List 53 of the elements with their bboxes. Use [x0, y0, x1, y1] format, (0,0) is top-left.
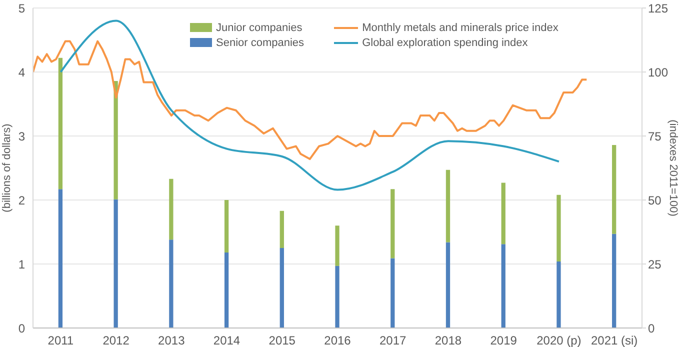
bar [169, 240, 174, 328]
y-tick-label: 4 [18, 65, 26, 80]
legend-label: Junior companies [216, 22, 302, 34]
bar [390, 258, 395, 328]
y-tick-label: 0 [18, 321, 26, 336]
x-tick-label: 2013 [158, 334, 186, 347]
y2-tick-label: 50 [648, 193, 662, 208]
y2-axis-title: (indexes 2011=100) [667, 120, 680, 216]
bar [556, 194, 561, 262]
line-series [33, 40, 588, 160]
x-tick-label: 2014 [213, 334, 240, 347]
y-axis-title: (billions of dollars) [0, 124, 13, 212]
legend-label: Global exploration spending index [362, 36, 528, 48]
bar [335, 266, 340, 328]
legend-label: Monthly metals and minerals price index [362, 22, 558, 34]
line-series [60, 20, 560, 191]
bar [501, 182, 506, 244]
bar [612, 144, 616, 234]
bar [501, 244, 506, 328]
y2-tick-label: 125 [648, 1, 668, 16]
x-tick-label: 2019 [490, 334, 518, 347]
bar [612, 234, 616, 328]
bar [114, 199, 118, 328]
bar [446, 170, 450, 242]
bar [58, 58, 63, 190]
bar [224, 200, 229, 252]
bar [58, 189, 63, 328]
y-tick-label: 1 [18, 257, 26, 272]
x-tick-label: 2012 [102, 334, 130, 347]
bar [114, 80, 118, 200]
bar [280, 210, 284, 248]
bar [390, 189, 395, 258]
x-tick-label: 2016 [324, 334, 352, 347]
legend-label: Senior companies [216, 36, 304, 48]
x-tick-label: 2020 (p) [536, 334, 582, 347]
y2-tick-label: 25 [648, 257, 662, 272]
bar [224, 252, 229, 328]
y-tick-label: 5 [18, 1, 26, 16]
x-tick-label: 2021 (si) [590, 334, 638, 347]
y-tick-label: 3 [18, 129, 26, 144]
bar [169, 178, 174, 240]
x-tick-label: 2015 [268, 334, 296, 347]
x-tick-label: 2017 [380, 334, 407, 347]
y2-tick-label: 0 [648, 321, 655, 336]
x-tick-label: 2011 [48, 334, 74, 347]
bar [280, 248, 284, 328]
y-tick-label: 2 [18, 193, 26, 208]
bar [335, 226, 340, 266]
bar [446, 242, 450, 328]
bar [556, 261, 561, 328]
y2-tick-label: 75 [648, 129, 662, 144]
y2-tick-label: 100 [648, 65, 668, 80]
x-tick-label: 2018 [434, 334, 462, 347]
